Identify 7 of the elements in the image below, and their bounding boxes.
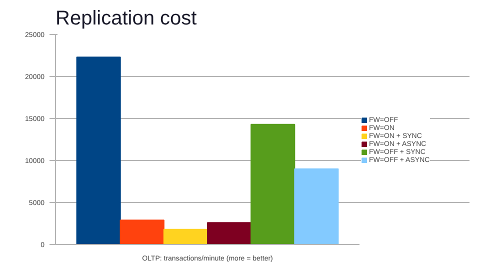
bar <box>294 168 339 244</box>
bar <box>76 56 121 244</box>
chart-title: Replication cost <box>56 8 198 30</box>
bar <box>120 220 164 244</box>
bar <box>207 222 252 244</box>
bar <box>163 228 208 244</box>
bar <box>250 124 296 244</box>
